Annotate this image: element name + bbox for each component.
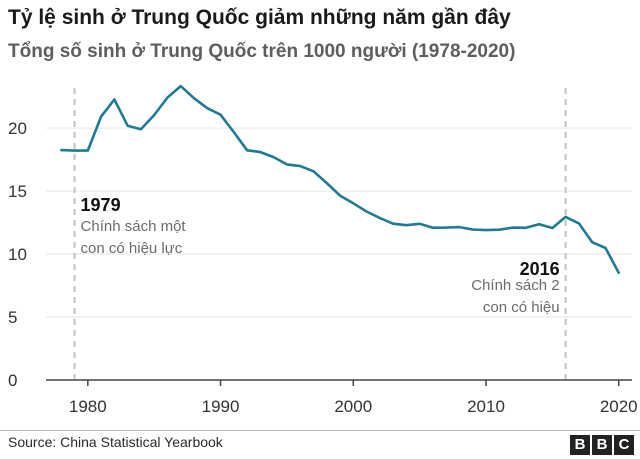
chart-subtitle: Tổng số sinh ở Trung Quốc trên 1000 ngườ… [8, 41, 516, 62]
annotation-year: 1979 [81, 195, 121, 215]
annotation-text: con có hiệu [483, 299, 560, 316]
x-tick-label: 2010 [467, 397, 505, 416]
logo-letter: C [614, 435, 634, 455]
x-tick-label: 1980 [69, 397, 107, 416]
footer-divider [0, 430, 640, 431]
y-tick-label: 5 [8, 308, 17, 327]
birth-rate-series-line [59, 84, 621, 275]
bbc-logo: B B C [570, 435, 634, 455]
annotation-text: con có hiệu lực [81, 240, 183, 257]
x-tick-label: 1990 [202, 397, 240, 416]
source-note: Source: China Statistical Yearbook [8, 434, 223, 450]
annotation-year: 2016 [520, 259, 560, 279]
annotation-text: Chính sách một [81, 218, 187, 235]
x-tick-label: 2020 [600, 397, 638, 416]
annotation-text: Chính sách 2 [471, 277, 559, 294]
y-tick-label: 10 [8, 245, 27, 264]
x-tick-label: 2000 [334, 397, 372, 416]
y-tick-label: 15 [8, 182, 27, 201]
birth-rate-line-chart: 0 5 10 15 20 1980 1990 2000 2010 2020 1979 Chính s… [8, 84, 638, 416]
chart-title: Tỷ lệ sinh ở Trung Quốc giảm những năm g… [8, 6, 511, 29]
logo-letter: B [592, 435, 612, 455]
y-tick-label: 20 [8, 119, 27, 138]
logo-letter: B [570, 435, 590, 455]
y-tick-label: 0 [8, 371, 17, 390]
